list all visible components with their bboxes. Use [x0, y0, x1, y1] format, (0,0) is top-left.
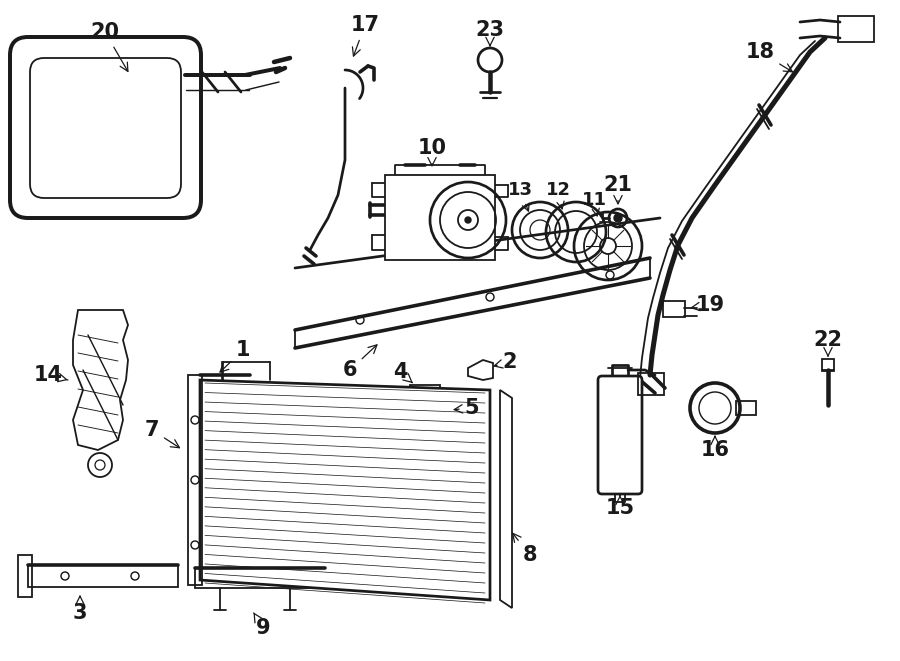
Text: 14: 14 [33, 365, 68, 385]
Text: 8: 8 [513, 533, 537, 565]
Text: 16: 16 [700, 436, 730, 460]
Polygon shape [200, 380, 490, 600]
Text: 22: 22 [814, 330, 842, 356]
FancyBboxPatch shape [598, 376, 642, 494]
Text: 6: 6 [343, 345, 377, 380]
Text: 3: 3 [73, 596, 87, 623]
Text: 11: 11 [581, 191, 607, 216]
Text: 17: 17 [350, 15, 380, 56]
Circle shape [614, 214, 622, 222]
Text: 12: 12 [545, 181, 571, 209]
Text: 21: 21 [604, 175, 633, 204]
Text: 19: 19 [691, 295, 725, 315]
Text: 9: 9 [254, 613, 270, 638]
Text: 15: 15 [606, 495, 634, 518]
Text: 4: 4 [392, 362, 412, 383]
Text: 2: 2 [494, 352, 518, 372]
Text: 13: 13 [508, 181, 533, 211]
Text: 7: 7 [145, 420, 179, 447]
Text: 1: 1 [220, 340, 250, 372]
Text: 5: 5 [454, 398, 480, 418]
Text: 18: 18 [745, 42, 792, 72]
FancyBboxPatch shape [385, 175, 495, 260]
Text: 23: 23 [475, 20, 505, 46]
Text: 10: 10 [418, 138, 446, 166]
Text: 20: 20 [91, 22, 128, 71]
Circle shape [465, 217, 471, 223]
